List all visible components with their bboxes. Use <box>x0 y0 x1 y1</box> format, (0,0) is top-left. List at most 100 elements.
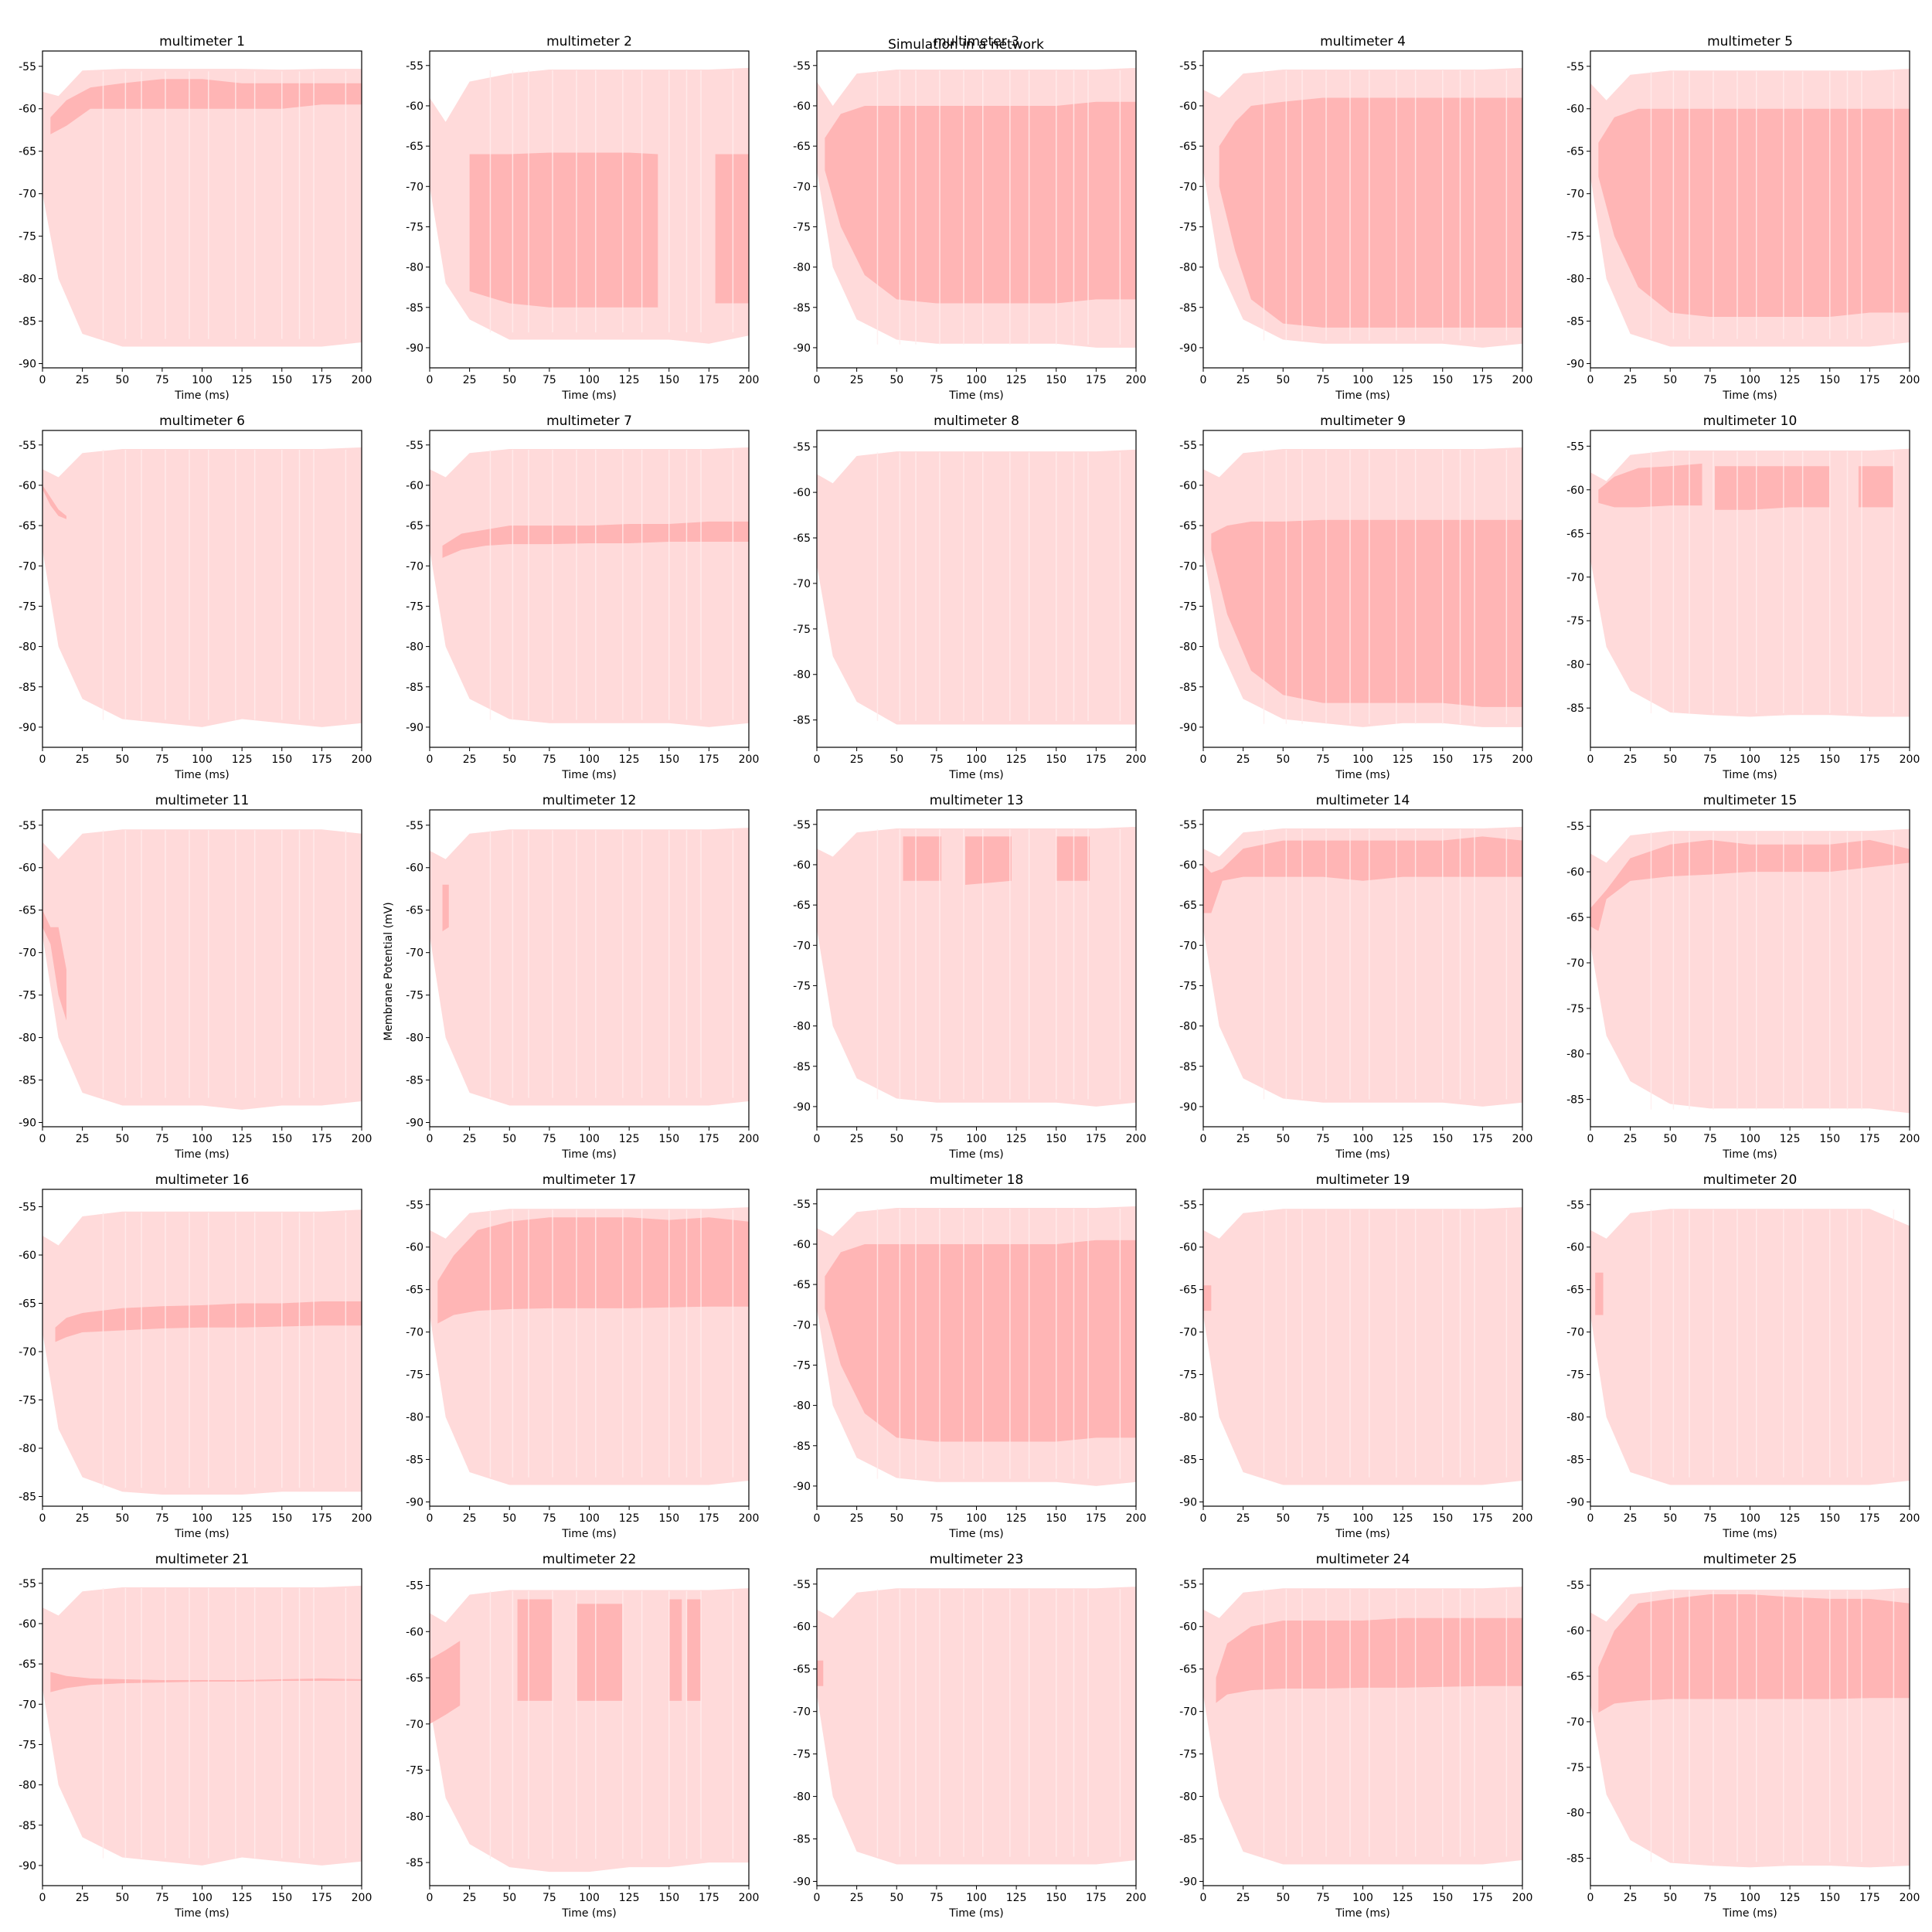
subplot-12-title: multimeter 12 <box>543 793 637 808</box>
subplot-1-xtick-label: 175 <box>311 374 332 386</box>
subplot-19: multimeter 19 0 25 50 75 100 125 150 175 200 -55 -6… <box>1179 1172 1532 1540</box>
subplot-15-xtick-label: 125 <box>1780 1133 1801 1145</box>
subplot-2: multimeter 2 0 25 50 75 100 125 150 175 200 -55 -60… <box>406 34 759 402</box>
subplot-22-xlabel: Time (ms) <box>561 1907 617 1920</box>
subplot-13-ytick-label: -60 <box>793 859 811 872</box>
subplot-10-xtick-label: 0 <box>1587 753 1594 766</box>
subplot-22-xtick-label: 175 <box>699 1892 719 1904</box>
subplot-11-band-2 <box>43 910 66 1021</box>
subplot-20-ytick-label: -55 <box>1566 1199 1584 1212</box>
subplot-13-xtick-label: 200 <box>1126 1133 1147 1145</box>
subplot-19-xtick-label: 100 <box>1352 1512 1373 1525</box>
subplot-11-ytick-label: -65 <box>19 905 36 917</box>
subplot-12: multimeter 12 0 25 50 75 100 125 150 175 200 -55 -6… <box>406 793 759 1161</box>
subplot-19-ytick-label: -85 <box>1179 1454 1197 1467</box>
subplot-6-ytick-label: -70 <box>19 560 36 573</box>
subplot-5: multimeter 5 0 25 50 75 100 125 150 175 200 -55 -60… <box>1566 34 1920 402</box>
subplot-24-xtick-label: 200 <box>1512 1892 1533 1904</box>
subplot-4-xtick-label: 150 <box>1432 374 1453 386</box>
subplot-6-band-2 <box>43 485 66 519</box>
subplot-8-xtick-label: 200 <box>1126 753 1147 766</box>
subplot-23-xtick-label: 150 <box>1046 1892 1066 1904</box>
subplot-5-xtick-label: 50 <box>1663 374 1677 386</box>
subplot-15-ytick-label: -75 <box>1566 1003 1584 1015</box>
subplot-19-band-2 <box>1203 1285 1212 1311</box>
subplot-4-xtick-label: 100 <box>1352 374 1373 386</box>
subplot-4-xlabel: Time (ms) <box>1335 389 1390 402</box>
subplot-19-xtick-label: 200 <box>1512 1512 1533 1525</box>
subplot-2-xtick-label: 125 <box>619 374 640 386</box>
subplot-9-ytick-label: -90 <box>1179 722 1197 734</box>
subplot-7-ytick-label: -90 <box>406 722 423 734</box>
subplot-17-ytick-label: -60 <box>406 1242 423 1254</box>
subplot-1-xtick-label: 100 <box>192 374 213 386</box>
subplot-7-xtick-label: 100 <box>579 753 600 766</box>
subplot-21-xtick-label: 0 <box>39 1892 46 1904</box>
subplot-23-ytick-label: -80 <box>793 1791 811 1804</box>
subplot-5-ytick-label: -60 <box>1566 104 1584 116</box>
subplot-20-ytick-label: -75 <box>1566 1369 1584 1382</box>
subplot-24-ytick-label: -75 <box>1179 1749 1197 1761</box>
subplot-21-ytick-label: -80 <box>19 1780 36 1792</box>
subplot-16-xtick-label: 0 <box>39 1512 46 1525</box>
subplot-21-xtick-label: 75 <box>155 1892 169 1904</box>
subplot-4-xtick-label: 175 <box>1472 374 1493 386</box>
subplot-17-xtick-label: 175 <box>699 1512 719 1525</box>
subplot-16-xtick-label: 150 <box>271 1512 292 1525</box>
subplot-8-xtick-label: 25 <box>850 753 864 766</box>
subplot-8-xtick-label: 50 <box>889 753 903 766</box>
subplot-2-ytick-label: -85 <box>406 302 423 315</box>
subplot-7: multimeter 7 0 25 50 75 100 125 150 175 200 -55 -60… <box>406 413 759 781</box>
subplot-16-xtick-label: 200 <box>352 1512 372 1525</box>
subplot-1-xtick-label: 200 <box>352 374 372 386</box>
subplot-12-xtick-label: 75 <box>543 1133 556 1145</box>
subplot-6-ytick-label: -90 <box>19 722 36 734</box>
subplot-15-title: multimeter 15 <box>1703 793 1798 808</box>
subplot-20-xtick-label: 25 <box>1624 1512 1638 1525</box>
subplot-3-xtick-label: 125 <box>1006 374 1027 386</box>
subplot-2-xtick-label: 0 <box>427 374 434 386</box>
subplot-1-xtick-label: 50 <box>115 374 129 386</box>
subplot-3-xtick-label: 100 <box>966 374 987 386</box>
subplot-19-xtick-label: 125 <box>1393 1512 1413 1525</box>
subplot-10: multimeter 10 0 25 50 75 100 125 150 175 200 -55 -6… <box>1566 413 1920 781</box>
subplot-18-title: multimeter 18 <box>930 1172 1024 1188</box>
subplot-19-xtick-label: 75 <box>1316 1512 1330 1525</box>
subplot-5-xtick-label: 200 <box>1900 374 1920 386</box>
subplot-2-band-2 <box>469 152 658 308</box>
subplot-12-ytick-label: -70 <box>406 947 423 960</box>
subplot-14-xtick-label: 150 <box>1432 1133 1453 1145</box>
subplot-13-xtick-label: 150 <box>1046 1133 1066 1145</box>
subplot-19-xlabel: Time (ms) <box>1335 1528 1390 1540</box>
subplot-24-ytick-label: -65 <box>1179 1664 1197 1676</box>
subplot-19-xtick-label: 25 <box>1236 1512 1250 1525</box>
subplot-17-ytick-label: -85 <box>406 1454 423 1467</box>
subplot-2-xtick-label: 25 <box>463 374 477 386</box>
subplot-16-xtick-label: 125 <box>232 1512 253 1525</box>
subplot-17-ytick-label: -75 <box>406 1369 423 1382</box>
subplot-5-ytick-label: -90 <box>1566 359 1584 371</box>
subplot-25-ytick-label: -75 <box>1566 1762 1584 1774</box>
subplot-2-xtick-label: 150 <box>658 374 679 386</box>
subplot-12-xtick-label: 25 <box>463 1133 477 1145</box>
subplot-16-xtick-label: 100 <box>192 1512 213 1525</box>
subplot-8-ytick-label: -60 <box>793 487 811 499</box>
subplot-21-xtick-label: 150 <box>271 1892 292 1904</box>
subplot-14-ytick-label: -90 <box>1179 1101 1197 1114</box>
subplot-3-title: multimeter 3 <box>934 34 1019 49</box>
subplot-14-ytick-label: -75 <box>1179 980 1197 992</box>
subplot-9-ytick-label: -80 <box>1179 641 1197 654</box>
subplot-6-xtick-label: 50 <box>115 753 129 766</box>
subplot-5-band-2 <box>1598 108 1910 318</box>
subplot-12-xtick-label: 0 <box>427 1133 434 1145</box>
subplot-11-ytick-label: -55 <box>19 820 36 832</box>
subplot-9-ytick-label: -55 <box>1179 440 1197 452</box>
subplot-2-xtick-label: 100 <box>579 374 600 386</box>
subplot-17-xtick-label: 200 <box>739 1512 760 1525</box>
subplot-14-xtick-label: 75 <box>1316 1133 1330 1145</box>
subplot-22-band-4 <box>576 1604 623 1701</box>
subplot-18-xtick-label: 25 <box>850 1512 864 1525</box>
subplot-20-xtick-label: 50 <box>1663 1512 1677 1525</box>
subplot-7-xtick-label: 25 <box>463 753 477 766</box>
subplot-3-ytick-label: -80 <box>793 262 811 274</box>
